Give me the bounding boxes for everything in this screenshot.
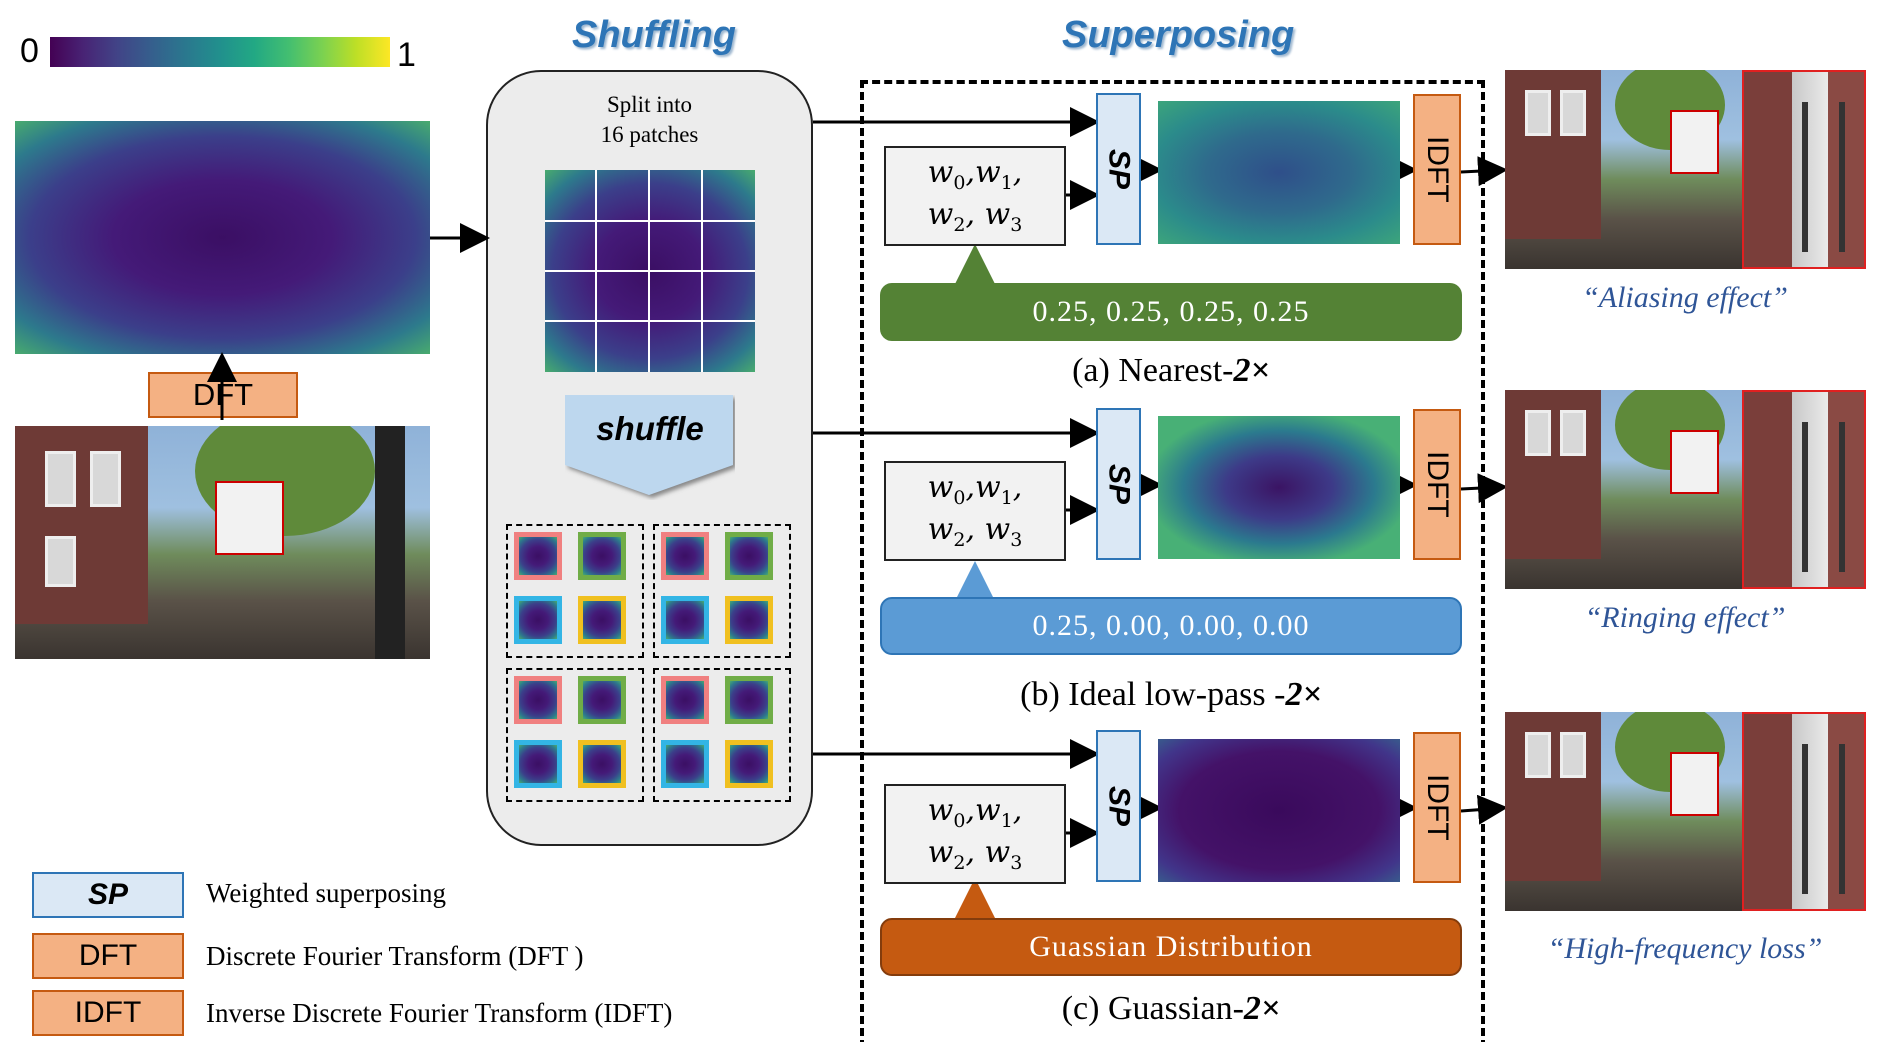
idft-box-c: IDFT [1413, 732, 1461, 883]
legend-sp-key: SP [32, 872, 184, 918]
output-zoom-a [1742, 70, 1866, 269]
shuffled-group-2 [653, 524, 791, 658]
weights-box-c: w0,w1, w2, w3 [884, 784, 1066, 884]
input-photo [15, 426, 430, 659]
superposing-frame [860, 80, 1485, 1042]
legend-idft-text: Inverse Discrete Fourier Transform (IDFT… [206, 998, 673, 1028]
superposing-title: Superposing [1062, 14, 1295, 56]
sp-box-a: SP [1096, 93, 1141, 245]
shuffle-label: shuffle [596, 410, 704, 447]
output-photo-c [1505, 712, 1745, 911]
split-text: Split into 16 patches [486, 90, 813, 150]
colorbar-max-label: 1 [397, 36, 416, 74]
colorbar [50, 37, 390, 67]
split-text-line2: 16 patches [600, 122, 699, 147]
legend-idft-key: IDFT [32, 990, 184, 1036]
input-spectrum [15, 121, 430, 354]
spectrum-a [1158, 101, 1400, 244]
output-zoom-c [1742, 712, 1866, 911]
shuffling-title: Shuffling [572, 14, 736, 56]
shuffled-group-4 [653, 668, 791, 802]
spectrum-b [1158, 416, 1400, 559]
weights-box-b: w0,w1, w2, w3 [884, 461, 1066, 561]
legend-dft-text: Discrete Fourier Transform (DFT ) [206, 941, 584, 971]
weights-box-a: w0,w1, w2, w3 [884, 146, 1066, 246]
caption-c: (c) Guassian-2× [1061, 990, 1281, 1027]
caption-a: (a) Nearest-2× [1072, 352, 1270, 389]
idft-box-a: IDFT [1413, 94, 1461, 245]
idft-box-b: IDFT [1413, 409, 1461, 560]
weights-bar-c: Guassian Distribution [880, 918, 1462, 976]
effect-c: “High-frequency loss” [1547, 932, 1823, 965]
sp-box-b: SP [1096, 408, 1141, 560]
sp-box-c: SP [1096, 730, 1141, 882]
output-photo-b [1505, 390, 1745, 589]
weights-bar-b: 0.25, 0.00, 0.00, 0.00 [880, 597, 1462, 655]
colorbar-min-label: 0 [20, 32, 39, 70]
effect-a: “Aliasing effect” [1582, 281, 1788, 314]
legend-dft-key: DFT [32, 933, 184, 979]
caption-b: (b) Ideal low-pass -2× [1020, 676, 1322, 713]
legend-sp-text: Weighted superposing [206, 878, 447, 908]
shuffled-group-3 [506, 668, 644, 802]
weights-bar-a: 0.25, 0.25, 0.25, 0.25 [880, 283, 1462, 341]
shuffle-arrow [565, 395, 733, 495]
output-zoom-b [1742, 390, 1866, 589]
patch-grid [545, 170, 755, 372]
shuffled-group-1 [506, 524, 644, 658]
output-photo-a [1505, 70, 1745, 269]
spectrum-c [1158, 739, 1400, 882]
split-text-line1: Split into [607, 92, 692, 117]
effect-b: “Ringing effect” [1584, 601, 1786, 634]
